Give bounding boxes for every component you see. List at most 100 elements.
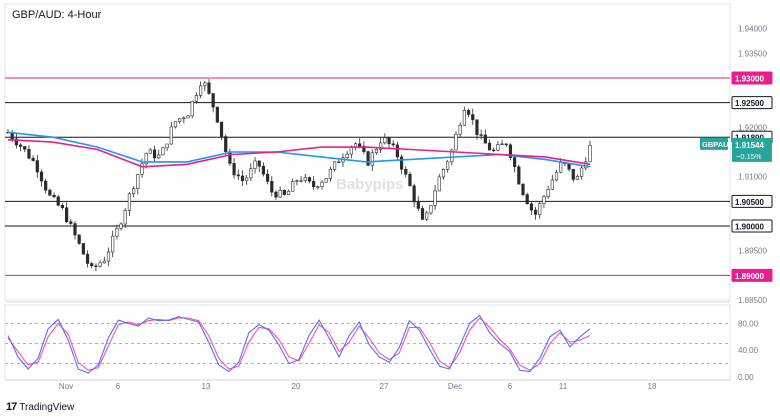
tradingview-footer[interactable]: 17 TradingView <box>6 401 74 413</box>
candle-body <box>270 181 274 193</box>
last-price-change: −0.15% <box>736 152 762 161</box>
level-label: 1.90000 <box>735 223 764 232</box>
candle-body <box>240 175 245 182</box>
chart-frame <box>4 3 731 381</box>
time-tick-label: 11 <box>559 382 568 391</box>
candle-body <box>517 166 521 185</box>
candle-body <box>399 156 404 170</box>
candle-body <box>345 153 349 158</box>
watermark-text: Babypips <box>336 176 404 193</box>
candle-body <box>337 161 341 163</box>
price-tick-label: 1.94000 <box>738 25 767 34</box>
candle-body <box>35 160 39 173</box>
candle-body <box>542 196 546 204</box>
candle-body <box>320 181 324 187</box>
candle-body <box>525 194 529 205</box>
candle-body <box>39 171 44 182</box>
time-axis: Nov 6 13 20 27 Dec 6 11 18 <box>59 382 657 391</box>
level-tag <box>731 71 773 85</box>
candle-body <box>219 121 224 137</box>
symbol-tag-label: GBPAUD <box>702 140 735 149</box>
last-price-tag <box>732 137 772 162</box>
candle-body <box>161 147 165 156</box>
candle-body <box>224 136 228 153</box>
level-tag <box>731 268 773 282</box>
candle-body <box>211 93 215 108</box>
candle-body <box>487 142 492 151</box>
candle-body <box>383 137 387 144</box>
candle-body <box>14 138 18 146</box>
candle-body <box>77 234 81 244</box>
candle-body <box>458 124 462 135</box>
candle-body <box>60 204 65 209</box>
candle-body <box>416 201 420 209</box>
candle-body <box>169 126 173 145</box>
time-tick-label: 6 <box>116 382 121 391</box>
candle-body <box>253 160 257 169</box>
candle-body <box>265 173 270 182</box>
candle-body <box>433 190 437 206</box>
level-label: 1.90500 <box>735 198 764 207</box>
candle-body <box>27 148 31 159</box>
candle-body <box>199 85 203 96</box>
candle-body <box>278 189 282 198</box>
candle-body <box>190 100 194 117</box>
candle-body <box>362 145 366 152</box>
candle-body <box>366 151 370 166</box>
candle-body <box>65 207 69 223</box>
candle-body <box>286 191 291 195</box>
candle-body <box>173 121 178 128</box>
time-tick-label: Nov <box>59 382 73 391</box>
stoch-d-line <box>7 317 591 371</box>
candle-body <box>303 177 307 181</box>
tradingview-logo-icon: 17 <box>6 401 17 413</box>
candle-body <box>504 143 508 146</box>
candle-body <box>492 149 496 152</box>
candle-body <box>483 134 487 144</box>
candle-body <box>257 160 261 167</box>
time-tick-label: 27 <box>380 382 389 391</box>
time-tick-label: 18 <box>648 382 657 391</box>
level-tag <box>731 96 773 110</box>
candle-body <box>178 118 182 122</box>
candle-body <box>282 189 286 195</box>
candle-body <box>152 149 157 159</box>
level-label: 1.92500 <box>735 99 764 108</box>
candle-body <box>324 178 328 183</box>
tradingview-brand: TradingView <box>19 401 75 413</box>
candle-body <box>136 174 140 189</box>
candle-body <box>85 253 90 264</box>
candle-body <box>31 157 35 161</box>
price-tick-label: 1.89500 <box>738 247 767 256</box>
candle-body <box>295 180 299 182</box>
candle-body <box>379 142 383 150</box>
price-tick-label: 1.93500 <box>738 49 767 58</box>
candle-body <box>349 146 353 155</box>
candle-body <box>274 191 278 198</box>
candle-body <box>533 209 538 215</box>
candle-body <box>18 144 23 147</box>
candle-body <box>538 203 542 215</box>
candle-body <box>157 154 161 159</box>
candle-body <box>261 165 266 175</box>
level-tag <box>731 194 773 208</box>
candle-body <box>312 180 316 188</box>
candle-body <box>228 151 232 164</box>
stoch-tick-label: 40.00 <box>738 346 759 355</box>
candle-body <box>332 161 337 170</box>
candle-body <box>404 168 408 175</box>
candle-body <box>479 134 483 136</box>
candle-body <box>148 149 152 154</box>
candle-body <box>316 186 320 188</box>
candle-body <box>98 262 102 267</box>
candle-body <box>69 221 73 224</box>
stoch-tick-label: 80.00 <box>738 319 759 328</box>
candle-body <box>140 163 144 175</box>
candle-body <box>182 117 186 120</box>
candle-body <box>123 210 127 225</box>
time-tick-label: Dec <box>448 382 462 391</box>
candle-body <box>48 189 52 196</box>
stochastic-panel: 80.00 40.00 0.00 <box>5 314 759 382</box>
candle-body <box>249 168 253 179</box>
candle-body <box>446 161 450 170</box>
